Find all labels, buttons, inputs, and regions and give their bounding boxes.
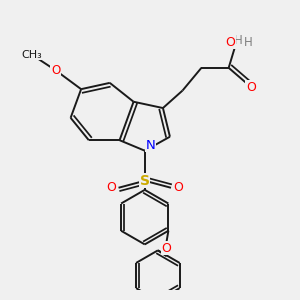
Text: O: O [162,242,172,255]
Text: O: O [106,181,116,194]
Text: N: N [146,139,155,152]
Text: H: H [234,34,242,47]
Text: S: S [140,174,150,188]
Text: CH₃: CH₃ [22,50,43,60]
Text: H: H [244,36,253,49]
Text: O: O [51,64,60,77]
Text: O: O [174,181,184,194]
Text: O: O [225,36,235,49]
Text: O: O [246,81,256,94]
